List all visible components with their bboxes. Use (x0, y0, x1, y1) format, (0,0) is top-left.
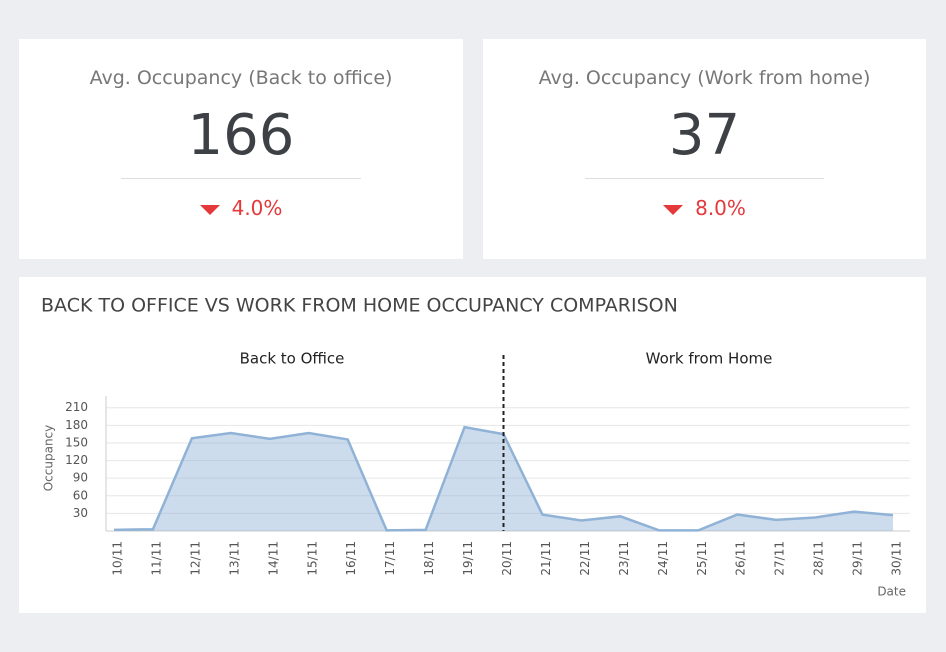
y-tick-label: 30 (73, 506, 88, 520)
x-tick-label: 26/11 (734, 541, 748, 576)
x-tick-label: 27/11 (773, 541, 787, 576)
down-arrow (663, 204, 684, 215)
y-axis-title: Occupancy (42, 425, 56, 492)
x-tick-label: 30/11 (890, 541, 904, 576)
x-tick-label: 11/11 (149, 541, 163, 576)
x-tick-label: 28/11 (812, 541, 826, 576)
kpi-title: Avg. Occupancy (Work from home) (538, 67, 871, 89)
kpi-title: Avg. Occupancy (Back to office) (89, 67, 393, 89)
x-tick-label: 15/11 (305, 541, 319, 576)
kpi-change-row: 8.0% (483, 196, 926, 220)
section-label: Back to Office (240, 350, 345, 368)
y-tick-label: 90 (73, 471, 88, 485)
x-tick-label: 12/11 (188, 541, 202, 576)
x-tick-label: 10/11 (111, 541, 125, 576)
x-tick-label: 14/11 (266, 541, 280, 576)
x-tick-label: 22/11 (578, 541, 592, 576)
x-tick-label: 23/11 (617, 541, 631, 576)
x-tick-label: 19/11 (461, 541, 475, 576)
y-tick-label: 120 (65, 453, 88, 467)
x-tick-label: 24/11 (656, 541, 670, 576)
down-arrow (199, 204, 220, 215)
chart-title: BACK TO OFFICE VS WORK FROM HOME OCCUPAN… (41, 295, 678, 317)
y-tick-label: 180 (65, 418, 88, 432)
x-tick-label: 21/11 (539, 541, 553, 576)
x-tick-label: 16/11 (344, 541, 358, 576)
x-axis-title: Date (877, 585, 906, 599)
x-tick-label: 18/11 (422, 541, 436, 576)
y-tick-label: 150 (65, 435, 88, 449)
kpi-card: Avg. Occupancy (Work from home) 37 8.0% (483, 39, 926, 259)
kpi-change: 8.0% (695, 196, 746, 220)
section-label: Work from Home (646, 350, 773, 368)
area (114, 427, 893, 531)
chart-card (19, 277, 926, 613)
y-tick-label: 210 (65, 400, 88, 414)
x-tick-label: 20/11 (500, 541, 514, 576)
kpi-card: Avg. Occupancy (Back to office) 166 4.0% (19, 39, 463, 259)
y-tick-label: 60 (73, 488, 88, 502)
kpi-value: 37 (668, 103, 741, 168)
x-tick-label: 29/11 (851, 541, 865, 576)
divider (121, 178, 361, 179)
x-tick-label: 17/11 (383, 541, 397, 576)
kpi-change-row: 4.0% (19, 196, 463, 220)
divider (585, 178, 824, 179)
x-tick-label: 25/11 (695, 541, 709, 576)
kpi-value: 166 (187, 103, 295, 168)
x-tick-label: 13/11 (227, 541, 241, 576)
kpi-change: 4.0% (231, 196, 283, 220)
